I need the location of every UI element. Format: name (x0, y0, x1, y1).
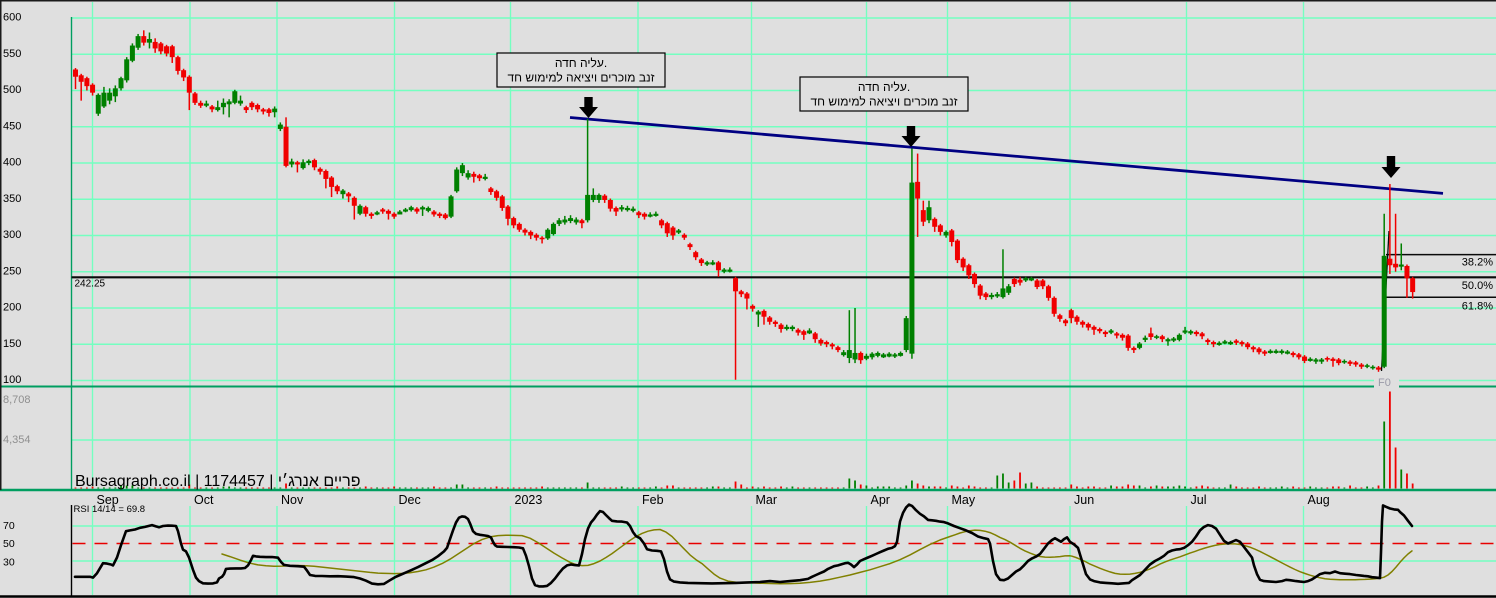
svg-text:500: 500 (3, 84, 21, 96)
svg-text:61.8%: 61.8% (1462, 301, 1493, 313)
svg-text:Aug: Aug (1308, 493, 1330, 507)
svg-text:Dec: Dec (399, 493, 421, 507)
svg-text:600: 600 (3, 12, 21, 24)
svg-text:4,354: 4,354 (3, 434, 31, 446)
svg-text:300: 300 (3, 229, 21, 241)
svg-text:350: 350 (3, 193, 21, 205)
svg-text:עליה חדה.: עליה חדה. (858, 80, 910, 94)
svg-text:242.25: 242.25 (75, 279, 106, 290)
svg-text:38.2%: 38.2% (1462, 257, 1493, 269)
svg-text:50.0%: 50.0% (1462, 280, 1493, 292)
svg-text:70: 70 (3, 520, 15, 532)
svg-text:Oct: Oct (194, 493, 214, 507)
svg-text:Jul: Jul (1191, 493, 1207, 507)
svg-text:May: May (952, 493, 976, 507)
svg-text:Jun: Jun (1074, 493, 1094, 507)
svg-text:Nov: Nov (281, 493, 304, 507)
svg-text:200: 200 (3, 302, 21, 314)
svg-text:150: 150 (3, 338, 21, 350)
svg-text:2023: 2023 (515, 493, 543, 507)
svg-text:250: 250 (3, 265, 21, 277)
svg-text:Bursagraph.co.il | 1174457 | פ: Bursagraph.co.il | 1174457 | פריים אנרג׳… (75, 473, 361, 490)
svg-text:Mar: Mar (756, 493, 778, 507)
svg-text:450: 450 (3, 120, 21, 132)
svg-text:Feb: Feb (642, 493, 664, 507)
svg-text:Sep: Sep (97, 493, 119, 507)
svg-text:זנב מוכרים ויציאה למימוש חד: זנב מוכרים ויציאה למימוש חד (810, 95, 957, 109)
svg-text:RSI 14/14 = 69.8: RSI 14/14 = 69.8 (74, 504, 146, 515)
svg-text:30: 30 (3, 557, 15, 569)
svg-text:8,708: 8,708 (3, 394, 31, 406)
svg-text:100: 100 (3, 374, 21, 386)
svg-text:50: 50 (3, 538, 15, 550)
svg-text:זנב מוכרים ויציאה למימוש חד: זנב מוכרים ויציאה למימוש חד (507, 71, 654, 85)
svg-text:400: 400 (3, 157, 21, 169)
svg-text:550: 550 (3, 48, 21, 60)
svg-text:F0: F0 (1378, 377, 1391, 389)
svg-text:עליה חדה.: עליה חדה. (555, 56, 607, 70)
svg-text:Apr: Apr (871, 493, 890, 507)
